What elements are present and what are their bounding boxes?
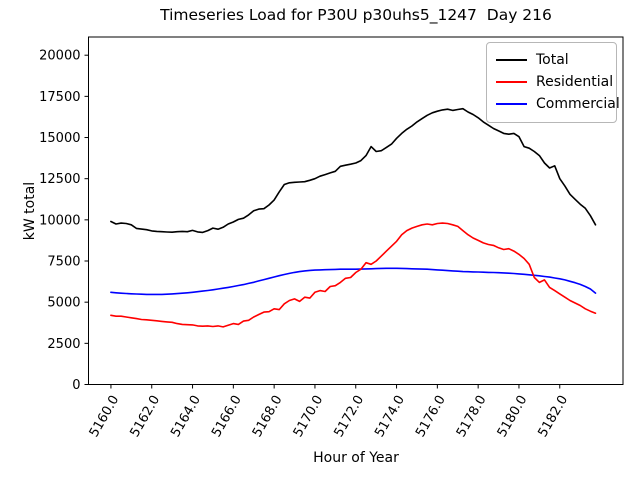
x-tick-label: 5176.0 xyxy=(413,393,449,440)
residential-line-swatch xyxy=(496,81,527,83)
x-tick-label: 5166.0 xyxy=(209,393,245,440)
y-tick-label: 15000 xyxy=(39,131,80,146)
y-tick-label: 2500 xyxy=(47,337,80,352)
x-tick-label: 5164.0 xyxy=(168,393,204,440)
y-tick-label: 20000 xyxy=(39,49,80,64)
series-line-residential xyxy=(110,222,597,328)
y-tick-label: 0 xyxy=(72,378,80,393)
total-line-swatch xyxy=(496,59,527,61)
legend-label-commercial: Commercial xyxy=(536,96,620,112)
series-line-total xyxy=(110,107,597,234)
y-tick-label: 10000 xyxy=(39,213,80,228)
x-tick-label: 5162.0 xyxy=(127,393,163,440)
x-tick-label: 5174.0 xyxy=(372,393,408,440)
chart-title: Timeseries Load for P30U p30uhs5_1247 Da… xyxy=(160,6,552,24)
x-tick-label: 5168.0 xyxy=(250,393,286,440)
commercial-line-swatch xyxy=(496,103,527,105)
legend-label-total: Total xyxy=(536,52,569,68)
x-tick-label: 5178.0 xyxy=(454,393,490,440)
x-tick-label: 5182.0 xyxy=(535,393,571,440)
legend: Total Residential Commercial xyxy=(486,42,620,123)
x-tick-label: 5170.0 xyxy=(291,393,327,440)
y-tick-label: 5000 xyxy=(47,296,80,311)
legend-item-commercial: Commercial xyxy=(496,93,620,115)
y-tick-label: 7500 xyxy=(47,255,80,270)
y-tick-label: 17500 xyxy=(39,90,80,105)
legend-label-residential: Residential xyxy=(536,74,614,90)
x-tick-label: 5180.0 xyxy=(495,393,531,440)
legend-item-total: Total xyxy=(496,49,607,71)
x-tick-label: 5172.0 xyxy=(331,393,367,440)
x-axis-label: Hour of Year xyxy=(313,450,399,466)
x-tick-label: 5160.0 xyxy=(87,393,123,440)
y-axis-label: kW total xyxy=(22,181,38,241)
legend-item-residential: Residential xyxy=(496,71,613,93)
y-tick-label: 12500 xyxy=(39,172,80,187)
series-line-commercial xyxy=(110,267,597,296)
